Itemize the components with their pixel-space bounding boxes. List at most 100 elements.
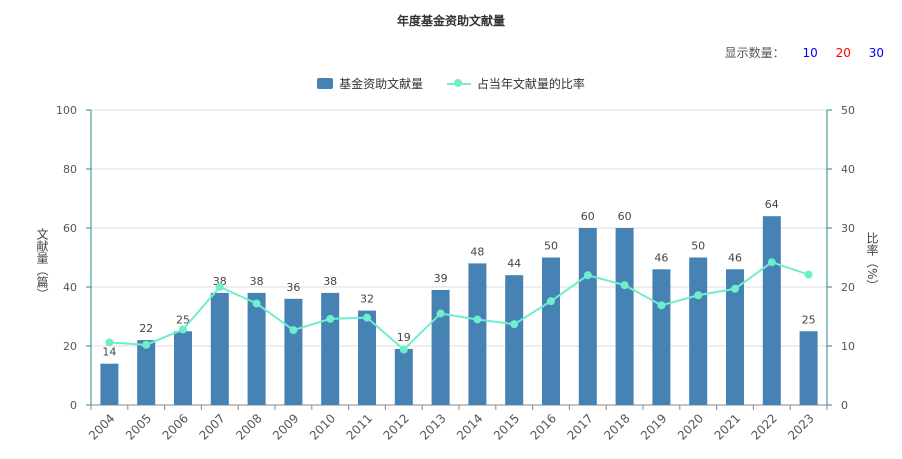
ratio-point bbox=[767, 258, 776, 267]
ratio-line bbox=[109, 261, 809, 351]
ratio-point bbox=[694, 291, 703, 300]
bar-value-label: 50 bbox=[691, 240, 705, 253]
y-right-tick-label: 40 bbox=[841, 163, 855, 176]
x-tick-label: 2019 bbox=[638, 411, 669, 442]
bar bbox=[689, 257, 708, 405]
x-tick-label: 2017 bbox=[564, 411, 595, 442]
bar bbox=[100, 363, 119, 405]
y-axis-left-label: 文献量（篇） bbox=[35, 228, 49, 300]
display-count-label: 显示数量： bbox=[724, 46, 785, 60]
x-tick-label: 2014 bbox=[454, 411, 485, 442]
bar-value-label: 46 bbox=[728, 251, 742, 264]
bar bbox=[468, 263, 487, 405]
bar-value-label: 38 bbox=[213, 275, 227, 288]
x-tick-label: 2023 bbox=[785, 411, 816, 442]
bar bbox=[799, 331, 818, 405]
ratio-point bbox=[510, 320, 519, 329]
bar-value-label: 39 bbox=[434, 272, 448, 285]
bar bbox=[505, 275, 524, 405]
x-tick-label: 2021 bbox=[712, 411, 743, 442]
bar-value-label: 60 bbox=[581, 210, 595, 223]
legend-item-bar-series[interactable]: 基金资助文献量 bbox=[317, 75, 423, 92]
legend-line-label: 占当年文献量的比率 bbox=[476, 77, 585, 91]
y-right-tick-label: 30 bbox=[841, 222, 855, 235]
bar bbox=[394, 348, 413, 405]
y-left-tick-label: 20 bbox=[63, 340, 77, 353]
display-count-selector: 显示数量： 10 20 30 bbox=[725, 44, 884, 61]
ratio-point bbox=[215, 283, 224, 291]
y-left-tick-label: 80 bbox=[63, 163, 77, 176]
y-right-tick-label: 0 bbox=[841, 399, 848, 412]
ratio-point bbox=[289, 326, 298, 335]
y-left-tick-label: 40 bbox=[63, 281, 77, 294]
bar-value-label: 50 bbox=[544, 240, 558, 253]
bar-value-label: 46 bbox=[654, 251, 668, 264]
x-tick-label: 2010 bbox=[307, 411, 338, 442]
y-left-tick-label: 0 bbox=[70, 399, 77, 412]
ratio-point bbox=[363, 313, 371, 322]
bar bbox=[247, 292, 266, 405]
legend-line-swatch bbox=[446, 78, 471, 89]
bar-value-label: 60 bbox=[618, 210, 632, 223]
x-tick-label: 2005 bbox=[123, 411, 154, 442]
x-tick-label: 2007 bbox=[196, 411, 227, 442]
y-right-tick-label: 50 bbox=[841, 104, 855, 117]
y-axis-right-label: 比率（%） bbox=[865, 232, 879, 292]
ratio-point bbox=[436, 309, 445, 318]
ratio-point bbox=[142, 340, 151, 349]
bar-value-label: 22 bbox=[139, 322, 153, 335]
ratio-point bbox=[399, 345, 408, 354]
x-tick-label: 2020 bbox=[675, 411, 706, 442]
bar bbox=[358, 310, 376, 405]
bar bbox=[174, 331, 192, 405]
legend-item-line-series[interactable]: 占当年文献量的比率 bbox=[446, 75, 585, 92]
ratio-point bbox=[804, 270, 813, 279]
bar-value-label: 38 bbox=[250, 275, 264, 288]
ratio-point bbox=[657, 301, 666, 310]
ratio-point bbox=[731, 284, 739, 293]
x-tick-label: 2018 bbox=[601, 411, 632, 442]
bar-value-label: 36 bbox=[286, 281, 300, 294]
y-right-tick-label: 20 bbox=[841, 281, 855, 294]
bar-value-label: 14 bbox=[102, 346, 116, 359]
x-tick-label: 2022 bbox=[748, 411, 779, 442]
display-count-option-10[interactable]: 10 bbox=[802, 46, 818, 60]
chart-legend: 基金资助文献量 占当年文献量的比率 bbox=[0, 75, 902, 92]
x-tick-label: 2013 bbox=[417, 411, 448, 442]
bar-value-label: 44 bbox=[507, 257, 521, 270]
bar-value-label: 19 bbox=[397, 331, 411, 344]
y-left-tick-label: 60 bbox=[63, 222, 77, 235]
bar bbox=[652, 269, 671, 405]
bar bbox=[762, 216, 781, 405]
bar-value-label: 64 bbox=[765, 198, 779, 211]
legend-bar-swatch bbox=[317, 78, 334, 89]
x-tick-label: 2016 bbox=[528, 411, 559, 442]
bar bbox=[615, 228, 634, 405]
x-tick-label: 2009 bbox=[270, 411, 301, 442]
display-count-option-30[interactable]: 30 bbox=[868, 46, 884, 60]
bar bbox=[542, 257, 560, 405]
ratio-point bbox=[547, 297, 555, 306]
legend-bar-label: 基金资助文献量 bbox=[339, 77, 424, 91]
x-tick-label: 2006 bbox=[160, 411, 191, 442]
bar-value-label: 25 bbox=[176, 313, 190, 326]
ratio-point bbox=[620, 281, 629, 290]
y-right-tick-label: 10 bbox=[841, 340, 855, 353]
ratio-point bbox=[583, 271, 592, 280]
chart-title: 年度基金资助文献量 bbox=[396, 14, 505, 28]
display-count-option-20[interactable]: 20 bbox=[835, 46, 851, 60]
bar bbox=[284, 298, 303, 405]
bar bbox=[321, 292, 340, 405]
bar-value-label: 25 bbox=[802, 313, 816, 326]
y-left-tick-label: 100 bbox=[56, 104, 77, 117]
ratio-point bbox=[179, 325, 187, 334]
bar-value-label: 38 bbox=[323, 275, 337, 288]
ratio-point bbox=[105, 338, 114, 347]
x-tick-label: 2011 bbox=[344, 411, 375, 442]
bar bbox=[726, 269, 744, 405]
x-tick-label: 2015 bbox=[491, 411, 522, 442]
bar-value-label: 32 bbox=[360, 293, 374, 306]
bar bbox=[578, 228, 597, 405]
bar bbox=[210, 292, 229, 405]
